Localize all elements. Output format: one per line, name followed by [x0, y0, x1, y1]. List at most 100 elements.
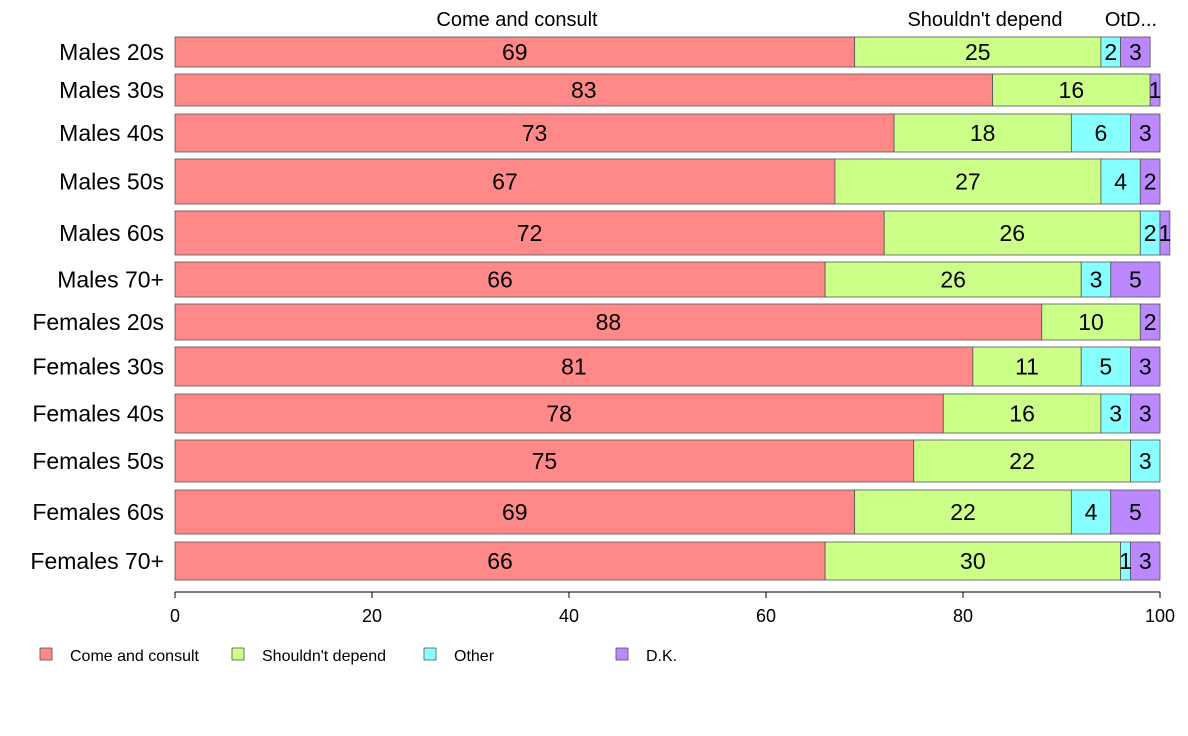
legend: Come and consult Shouldn't depend Other D.K… [39, 647, 677, 665]
value-label-shouldn-t-depend-females-30s: 11 [1015, 354, 1039, 380]
value-label-other-males-60s: 2 [1144, 220, 1157, 246]
bar-d-k-males-30s [1149, 73, 1161, 107]
column-header-other-dk: OtD... [1105, 9, 1157, 31]
bar-come-and-consult-females-20s [174, 303, 1043, 341]
value-label-come-and-consult-males-50s: 67 [492, 169, 518, 195]
category-label-males-70: Males 70+ [57, 267, 164, 293]
value-label-other-females-70: 1 [1119, 548, 1132, 574]
value-label-d-k-females-60s: 5 [1129, 499, 1142, 525]
value-label-d-k-males-70: 5 [1129, 267, 1142, 293]
value-label-d-k-males-40s: 3 [1139, 120, 1152, 146]
value-label-come-and-consult-males-70: 66 [487, 267, 513, 293]
legend-label-other: Other [454, 648, 495, 665]
bar-shouldn-t-depend-males-20s [854, 36, 1102, 68]
bar-come-and-consult-males-50s [174, 158, 836, 205]
legend-label-shouldn-t-depend: Shouldn't depend [262, 648, 386, 665]
bar-come-and-consult-males-60s [174, 210, 885, 256]
value-label-come-and-consult-females-40s: 78 [546, 401, 572, 427]
value-label-come-and-consult-males-40s: 73 [522, 120, 548, 146]
x-tick-label-20: 20 [362, 606, 382, 626]
value-label-come-and-consult-females-30s: 81 [561, 354, 587, 380]
value-label-d-k-females-70: 3 [1139, 548, 1152, 574]
x-tick-label-80: 80 [953, 606, 973, 626]
bar-d-k-females-60s [1110, 489, 1161, 535]
category-label-females-40s: Females 40s [32, 401, 164, 427]
bar-come-and-consult-females-40s [174, 393, 944, 434]
bar-shouldn-t-depend-females-20s [1041, 303, 1141, 341]
value-label-other-females-50s: 3 [1139, 448, 1152, 474]
legend-swatch-other [423, 647, 437, 661]
value-label-come-and-consult-females-70: 66 [487, 548, 513, 574]
category-labels: Males 20s Males 30s Males 40s Males 50s Male… [30, 39, 164, 574]
value-label-shouldn-t-depend-males-40s: 18 [970, 120, 996, 146]
value-label-shouldn-t-depend-females-60s: 22 [950, 499, 976, 525]
bar-other-males-50s [1100, 158, 1141, 205]
bar-d-k-males-20s [1120, 36, 1151, 68]
column-header-come-and-consult: Come and consult [436, 9, 598, 31]
value-label-shouldn-t-depend-males-50s: 27 [955, 169, 981, 195]
bar-come-and-consult-males-70 [174, 261, 826, 298]
bar-shouldn-t-depend-males-50s [834, 158, 1102, 205]
value-label-shouldn-t-depend-males-60s: 26 [999, 220, 1025, 246]
legend-swatch-come-and-consult [39, 647, 53, 661]
category-label-females-20s: Females 20s [32, 309, 164, 335]
value-label-shouldn-t-depend-males-30s: 16 [1059, 77, 1085, 103]
value-label-come-and-consult-males-60s: 72 [517, 220, 543, 246]
bar-shouldn-t-depend-males-40s [893, 113, 1072, 153]
bar-other-females-60s [1070, 489, 1112, 535]
value-label-shouldn-t-depend-males-20s: 25 [965, 39, 991, 65]
bar-d-k-females-70 [1130, 541, 1161, 581]
value-label-d-k-females-30s: 3 [1139, 354, 1152, 380]
category-label-females-50s: Females 50s [32, 448, 164, 474]
category-label-males-60s: Males 60s [59, 220, 164, 246]
bars [174, 36, 1171, 581]
bar-d-k-females-20s [1139, 303, 1161, 341]
value-label-come-and-consult-males-20s: 69 [502, 39, 528, 65]
value-label-shouldn-t-depend-females-20s: 10 [1078, 309, 1104, 335]
category-label-females-70: Females 70+ [30, 548, 164, 574]
bar-shouldn-t-depend-males-70 [824, 261, 1082, 298]
bar-come-and-consult-males-20s [174, 36, 856, 68]
bar-d-k-males-70 [1110, 261, 1161, 298]
bar-come-and-consult-females-60s [174, 489, 856, 535]
bar-d-k-males-50s [1139, 158, 1161, 205]
bar-come-and-consult-females-30s [174, 346, 974, 387]
value-label-d-k-males-60s: 1 [1159, 220, 1172, 246]
value-label-come-and-consult-males-30s: 83 [571, 77, 597, 103]
bar-come-and-consult-females-70 [174, 541, 826, 581]
category-label-males-30s: Males 30s [59, 77, 164, 103]
bar-shouldn-t-depend-females-60s [854, 489, 1072, 535]
value-label-come-and-consult-females-50s: 75 [532, 448, 558, 474]
bar-come-and-consult-males-30s [174, 73, 993, 107]
value-label-d-k-males-50s: 2 [1144, 169, 1157, 195]
bar-come-and-consult-females-50s [174, 439, 915, 483]
bar-other-females-50s [1130, 439, 1161, 483]
bar-shouldn-t-depend-males-60s [883, 210, 1141, 256]
x-tick-label-100: 100 [1145, 606, 1175, 626]
legend-label-come-and-consult: Come and consult [70, 648, 200, 665]
value-label-d-k-females-40s: 3 [1139, 401, 1152, 427]
value-label-other-males-40s: 6 [1095, 120, 1108, 146]
value-label-other-females-60s: 4 [1085, 499, 1098, 525]
category-label-females-60s: Females 60s [32, 499, 164, 525]
value-label-other-males-20s: 2 [1104, 39, 1117, 65]
category-label-males-20s: Males 20s [59, 39, 164, 65]
bar-other-males-70 [1080, 261, 1112, 298]
value-label-shouldn-t-depend-males-70: 26 [940, 267, 966, 293]
bar-shouldn-t-depend-males-30s [992, 73, 1151, 107]
value-labels: 69 25 2 383 16 173 18 6 367 27 4 272 26 2 166 26 3 588 10 2… [487, 39, 1171, 574]
category-label-males-50s: Males 50s [59, 169, 164, 195]
value-label-d-k-males-30s: 1 [1149, 77, 1162, 103]
value-label-d-k-females-20s: 2 [1144, 309, 1157, 335]
x-tick-label-60: 60 [756, 606, 776, 626]
value-label-other-females-40s: 3 [1109, 401, 1122, 427]
bar-shouldn-t-depend-females-40s [942, 393, 1102, 434]
category-label-females-30s: Females 30s [32, 354, 164, 380]
legend-label-d-k: D.K. [646, 648, 677, 665]
value-label-other-males-50s: 4 [1114, 169, 1127, 195]
value-label-other-males-70: 3 [1090, 267, 1103, 293]
bar-d-k-males-40s [1130, 113, 1161, 153]
x-axis: 0 20 40 60 80 100 [170, 591, 1175, 626]
bar-shouldn-t-depend-females-70 [824, 541, 1121, 581]
